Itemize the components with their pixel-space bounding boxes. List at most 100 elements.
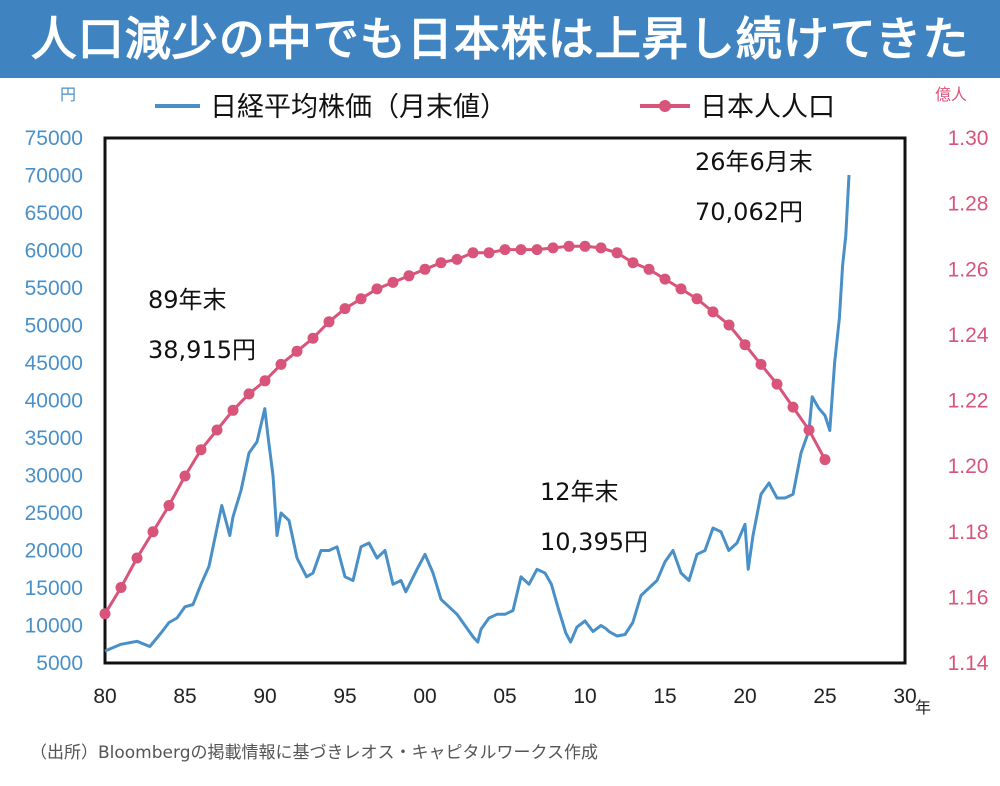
population-point xyxy=(339,303,351,315)
chart: 円 億人 年 日経平均株価（月末値） 日本人人口 75000 70000 65000… xyxy=(25,85,989,717)
population-point xyxy=(547,242,559,254)
y-right-tick-label: 1.22 xyxy=(948,390,989,413)
population-point xyxy=(147,526,159,538)
population-point xyxy=(451,253,463,265)
population-point xyxy=(259,375,271,387)
y-right-tick-label: 1.14 xyxy=(948,652,989,675)
y-left-tick-label: 5000 xyxy=(36,652,83,675)
y-left-tick-label: 55000 xyxy=(25,277,83,300)
population-point xyxy=(755,358,767,370)
legend-nikkei-label: 日経平均株価（月末値） xyxy=(210,92,507,123)
population-point xyxy=(371,283,383,295)
y-right-tick-label: 1.18 xyxy=(948,521,989,544)
x-tick-label: 90 xyxy=(253,685,276,708)
annotation-12-label: 12年末 xyxy=(540,478,619,506)
population-point xyxy=(195,444,207,456)
x-tick-label: 95 xyxy=(333,685,356,708)
x-ticks: 80 85 90 95 00 05 10 15 20 25 30 xyxy=(93,685,916,708)
y-left-tick-label: 30000 xyxy=(25,465,83,488)
x-tick-label: 85 xyxy=(173,685,196,708)
annotation-89-value: 38,915円 xyxy=(148,336,256,364)
population-point xyxy=(531,244,543,256)
population-point xyxy=(115,582,127,593)
legend-population-marker xyxy=(659,100,671,112)
population-point xyxy=(243,388,255,400)
population-point xyxy=(579,240,591,252)
y-left-tick-label: 60000 xyxy=(25,240,83,263)
annotation-26-value: 70,062円 xyxy=(695,198,803,226)
population-point xyxy=(563,240,575,252)
y-left-tick-label: 20000 xyxy=(25,540,83,563)
title-banner: 人口減少の中でも日本株は上昇し続けてきた xyxy=(0,0,1000,78)
population-point xyxy=(467,247,479,259)
population-point xyxy=(387,276,399,288)
population-point xyxy=(483,247,495,259)
x-unit: 年 xyxy=(915,698,931,717)
plot-frame xyxy=(103,136,907,665)
population-point xyxy=(739,339,751,351)
population-point xyxy=(355,293,367,305)
population-point xyxy=(403,270,415,282)
population-point xyxy=(179,470,191,482)
population-point xyxy=(691,293,703,305)
annotation-26-label: 26年6月末 xyxy=(695,148,813,176)
y-right-tick-label: 1.16 xyxy=(948,586,989,609)
x-tick-label: 10 xyxy=(573,685,596,708)
source-note: （出所）Bloombergの掲載情報に基づきレオス・キャピタルワークス作成 xyxy=(30,743,598,763)
population-point xyxy=(291,345,303,357)
population-point xyxy=(787,401,799,413)
population-point xyxy=(227,404,239,416)
population-point xyxy=(723,319,735,331)
x-tick-label: 80 xyxy=(93,685,116,708)
y-right-tick-label: 1.20 xyxy=(948,455,989,478)
x-tick-label: 20 xyxy=(733,685,756,708)
population-markers xyxy=(99,240,831,620)
y-left-tick-label: 25000 xyxy=(25,502,83,525)
population-point xyxy=(275,358,287,370)
y-left-tick-label: 65000 xyxy=(25,202,83,225)
population-point xyxy=(323,316,335,328)
y-right-unit: 億人 xyxy=(935,85,967,104)
population-point xyxy=(307,332,319,344)
y-left-ticks: 75000 70000 65000 60000 55000 50000 45000 40000… xyxy=(25,127,83,675)
annotation-89-label: 89年末 xyxy=(148,286,227,314)
population-point xyxy=(803,424,815,436)
population-point xyxy=(211,424,223,436)
y-left-tick-label: 15000 xyxy=(25,577,83,600)
y-right-tick-label: 1.24 xyxy=(948,324,989,347)
population-point xyxy=(515,244,527,256)
population-point xyxy=(707,306,719,318)
population-point xyxy=(419,263,431,275)
population-point xyxy=(595,242,607,254)
population-point xyxy=(163,500,175,511)
x-tick-label: 25 xyxy=(813,685,836,708)
population-point xyxy=(819,454,831,466)
legend-population-label: 日本人人口 xyxy=(700,92,835,123)
y-right-ticks: 1.30 1.28 1.26 1.24 1.22 1.20 1.18 1.16 1.14 xyxy=(948,127,989,675)
legend: 日経平均株価（月末値） 日本人人口 xyxy=(155,92,835,123)
population-point xyxy=(627,257,639,269)
population-point xyxy=(611,247,623,259)
population-point xyxy=(771,378,783,390)
population-series-line xyxy=(103,244,827,615)
population-point xyxy=(675,283,687,295)
population-point xyxy=(131,552,143,564)
y-right-tick-label: 1.26 xyxy=(948,258,989,281)
y-right-tick-label: 1.28 xyxy=(948,193,989,216)
population-point xyxy=(643,263,655,275)
x-tick-label: 00 xyxy=(413,685,436,708)
population-point xyxy=(659,273,671,285)
y-left-tick-label: 10000 xyxy=(25,615,83,638)
nikkei-series-line xyxy=(104,174,851,653)
y-right-tick-label: 1.30 xyxy=(948,127,989,150)
page-title: 人口減少の中でも日本株は上昇し続けてきた xyxy=(30,12,970,66)
y-left-tick-label: 40000 xyxy=(25,390,83,413)
x-tick-label: 30 xyxy=(893,685,916,708)
population-point xyxy=(499,244,511,256)
y-left-tick-label: 45000 xyxy=(25,352,83,375)
y-left-tick-label: 75000 xyxy=(25,127,83,150)
y-left-tick-label: 50000 xyxy=(25,315,83,338)
annotation-12-value: 10,395円 xyxy=(540,528,648,556)
population-point xyxy=(435,257,447,269)
x-tick-label: 05 xyxy=(493,685,516,708)
